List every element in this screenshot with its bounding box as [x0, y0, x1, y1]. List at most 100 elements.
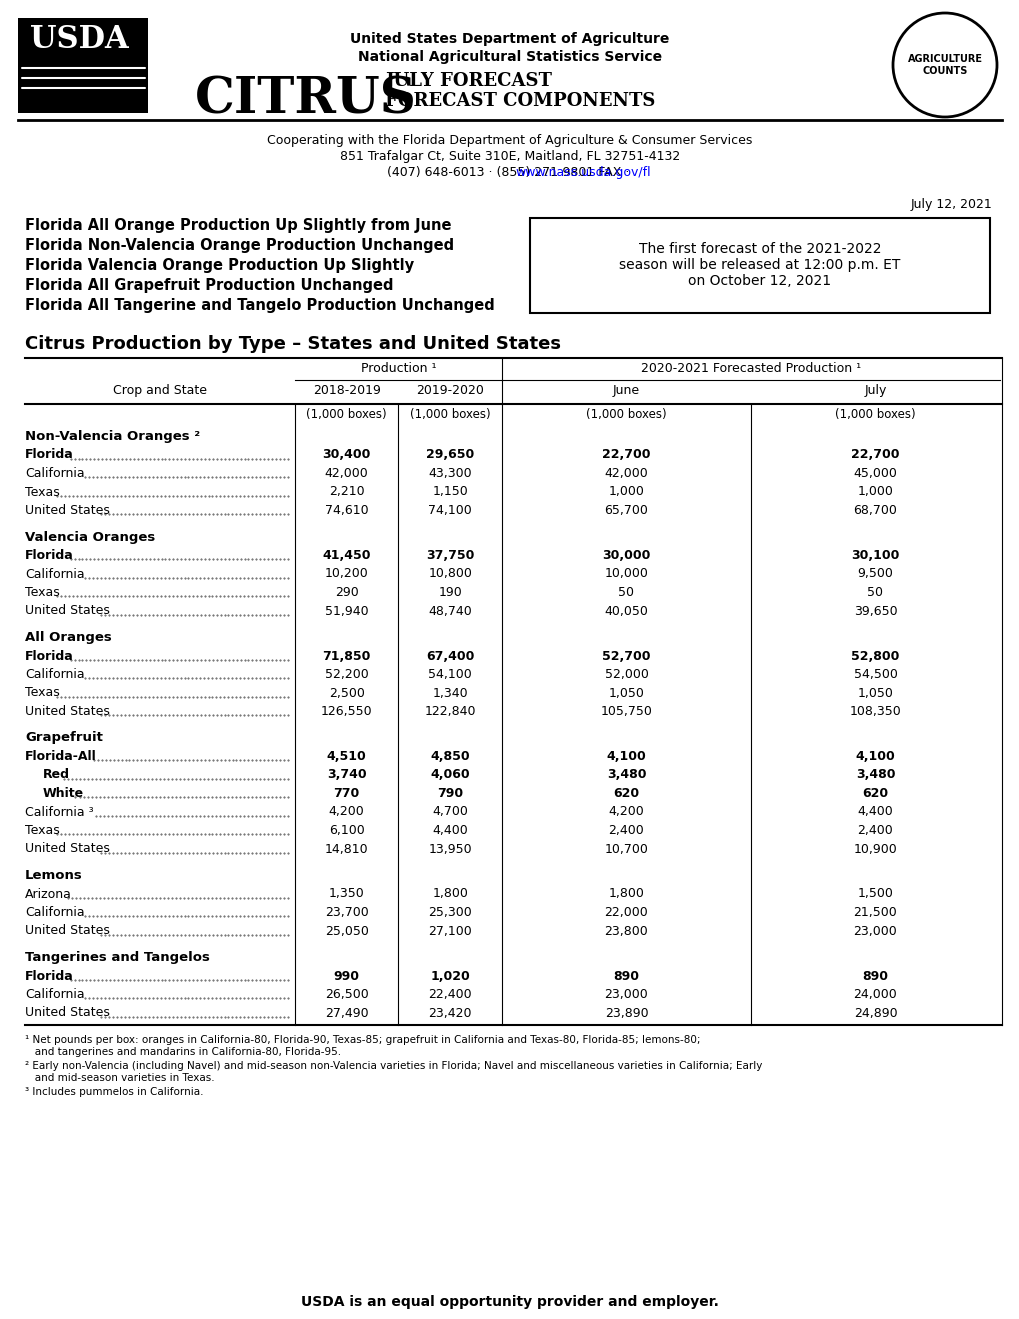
Text: California: California [25, 467, 85, 480]
Text: United States: United States [25, 843, 110, 856]
Text: 26,500: 26,500 [325, 988, 368, 1001]
Text: White: White [43, 787, 84, 801]
Text: 41,450: 41,450 [322, 549, 371, 562]
Text: CITRUS: CITRUS [195, 75, 417, 124]
Text: California: California [25, 667, 85, 681]
Text: 22,000: 22,000 [604, 906, 648, 919]
Text: 23,890: 23,890 [604, 1006, 648, 1020]
Text: 4,200: 4,200 [328, 806, 364, 819]
Text: Florida-All: Florida-All [25, 751, 97, 762]
Text: 27,100: 27,100 [428, 925, 472, 938]
Text: Production ¹: Production ¹ [361, 361, 436, 375]
Text: United States: United States [25, 604, 110, 617]
Text: 4,060: 4,060 [430, 769, 470, 781]
Text: 190: 190 [438, 586, 462, 599]
Text: 23,800: 23,800 [604, 925, 648, 938]
Text: July: July [863, 384, 886, 397]
Text: 21,500: 21,500 [853, 906, 897, 919]
Text: 4,400: 4,400 [432, 824, 468, 838]
Text: 4,700: 4,700 [432, 806, 468, 819]
Text: 10,800: 10,800 [428, 567, 472, 580]
Text: 890: 890 [862, 969, 888, 983]
Text: 1,020: 1,020 [430, 969, 470, 983]
Text: Florida Non-Valencia Orange Production Unchanged: Florida Non-Valencia Orange Production U… [25, 237, 453, 253]
Text: California: California [25, 988, 85, 1001]
Text: United States: United States [25, 504, 110, 517]
Text: Florida All Orange Production Up Slightly from June: Florida All Orange Production Up Slightl… [25, 218, 451, 233]
Text: 37,750: 37,750 [426, 549, 474, 562]
Text: 23,420: 23,420 [428, 1006, 472, 1020]
Bar [18, 18, 148, 113]
Text: 2018-2019: 2018-2019 [313, 384, 380, 397]
Text: 2,500: 2,500 [328, 686, 365, 699]
Text: and tangerines and mandarins in California-80, Florida-95.: and tangerines and mandarins in Californ… [25, 1047, 340, 1057]
Text: 52,200: 52,200 [325, 667, 368, 681]
Text: 54,100: 54,100 [428, 667, 472, 681]
Text: 1,000: 1,000 [608, 485, 644, 499]
Text: United States: United States [25, 925, 110, 938]
Text: California ³: California ³ [25, 806, 94, 819]
Text: 24,000: 24,000 [853, 988, 897, 1001]
Text: Texas: Texas [25, 586, 60, 599]
Text: 42,000: 42,000 [604, 467, 648, 480]
Text: FORECAST COMPONENTS: FORECAST COMPONENTS [384, 92, 655, 109]
Text: Valencia Oranges: Valencia Oranges [25, 530, 155, 543]
Text: 67,400: 67,400 [426, 649, 474, 662]
Text: 50: 50 [618, 586, 634, 599]
Text: Non-Valencia Oranges ²: Non-Valencia Oranges ² [25, 430, 200, 443]
Text: ² Early non-Valencia (including Navel) and mid-season non-Valencia varieties in : ² Early non-Valencia (including Navel) a… [25, 1060, 761, 1071]
Text: Lemons: Lemons [25, 869, 83, 882]
Text: 23,000: 23,000 [853, 925, 897, 938]
Text: July 12, 2021: July 12, 2021 [909, 198, 991, 211]
Text: 851 Trafalgar Ct, Suite 310E, Maitland, FL 32751-4132: 851 Trafalgar Ct, Suite 310E, Maitland, … [339, 150, 680, 164]
Text: The first forecast of the 2021-2022
season will be released at 12:00 p.m. ET
on : The first forecast of the 2021-2022 seas… [619, 241, 900, 288]
Text: 790: 790 [437, 787, 463, 801]
Text: Crop and State: Crop and State [113, 384, 207, 397]
Text: www.nass.usda.gov/fl: www.nass.usda.gov/fl [515, 166, 650, 179]
Text: 22,700: 22,700 [851, 448, 899, 462]
Text: National Agricultural Statistics Service: National Agricultural Statistics Service [358, 50, 661, 65]
Text: Florida: Florida [25, 549, 73, 562]
Text: 3,480: 3,480 [606, 769, 646, 781]
Text: 29,650: 29,650 [426, 448, 474, 462]
Text: 23,000: 23,000 [604, 988, 648, 1001]
Text: 25,300: 25,300 [428, 906, 472, 919]
Text: 2,400: 2,400 [608, 824, 644, 838]
Text: 43,300: 43,300 [428, 467, 472, 480]
Text: 2019-2020: 2019-2020 [416, 384, 484, 397]
Text: 71,850: 71,850 [322, 649, 371, 662]
Text: 10,200: 10,200 [325, 567, 368, 580]
Text: California: California [25, 567, 85, 580]
Text: USDA: USDA [30, 24, 128, 55]
Text: Florida: Florida [25, 448, 73, 462]
Text: 122,840: 122,840 [424, 704, 476, 718]
Text: 39,650: 39,650 [853, 604, 897, 617]
FancyBboxPatch shape [530, 218, 989, 313]
Text: and mid-season varieties in Texas.: and mid-season varieties in Texas. [25, 1072, 214, 1083]
Text: Florida: Florida [25, 649, 73, 662]
Text: 4,510: 4,510 [326, 751, 366, 762]
Text: 1,800: 1,800 [432, 888, 468, 901]
Text: 52,000: 52,000 [604, 667, 648, 681]
Text: JULY FORECAST: JULY FORECAST [384, 73, 551, 90]
Text: 990: 990 [333, 969, 360, 983]
Text: 1,800: 1,800 [608, 888, 644, 901]
Text: 6,100: 6,100 [328, 824, 364, 838]
Text: 108,350: 108,350 [849, 704, 901, 718]
Text: AGRICULTURE
COUNTS: AGRICULTURE COUNTS [907, 54, 981, 75]
Text: 23,700: 23,700 [325, 906, 368, 919]
Text: Florida All Grapefruit Production Unchanged: Florida All Grapefruit Production Unchan… [25, 278, 393, 293]
Text: 10,900: 10,900 [853, 843, 897, 856]
Text: All Oranges: All Oranges [25, 630, 112, 644]
Text: 4,200: 4,200 [608, 806, 644, 819]
Text: Cooperating with the Florida Department of Agriculture & Consumer Services: Cooperating with the Florida Department … [267, 135, 752, 146]
Text: June: June [612, 384, 640, 397]
Text: Texas: Texas [25, 824, 60, 838]
Text: 2,400: 2,400 [857, 824, 893, 838]
Text: 620: 620 [862, 787, 888, 801]
Text: United States: United States [25, 704, 110, 718]
Text: 1,350: 1,350 [328, 888, 364, 901]
Text: 74,610: 74,610 [325, 504, 368, 517]
Text: California: California [25, 906, 85, 919]
Text: ³ Includes pummelos in California.: ³ Includes pummelos in California. [25, 1087, 204, 1097]
